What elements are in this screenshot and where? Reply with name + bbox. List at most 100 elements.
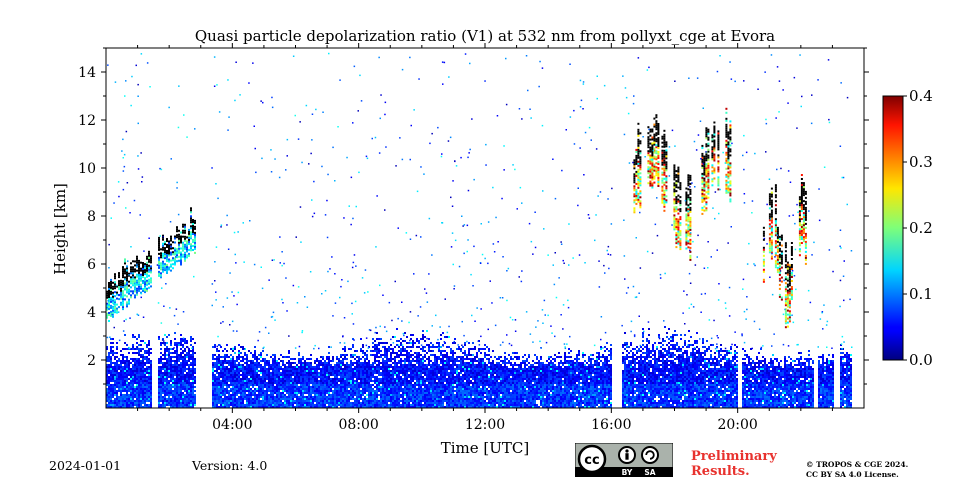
boundary-layer-cell [116,348,118,350]
boundary-layer-cell [468,402,470,404]
boundary-layer-cell [394,398,396,400]
boundary-layer-cell [506,398,508,400]
boundary-layer-cell [352,382,354,384]
boundary-layer-cell [312,370,314,372]
boundary-layer-cell [496,406,498,408]
boundary-layer-cell [396,406,398,408]
boundary-layer-cell [284,368,286,370]
boundary-layer-cell [386,394,388,396]
boundary-layer-cell [138,404,140,406]
boundary-layer-cell [134,336,136,338]
boundary-layer-cell [400,370,402,372]
boundary-layer-cell [434,374,436,376]
boundary-layer-cell [278,402,280,404]
boundary-layer-cell [498,388,500,390]
boundary-layer-cell [290,382,292,384]
boundary-layer-cell [158,394,160,396]
boundary-layer-cell [252,392,254,394]
boundary-layer-cell [412,390,414,392]
boundary-layer-cell [304,386,306,388]
boundary-layer-cell [388,392,390,394]
boundary-layer-cell [426,372,428,374]
boundary-layer-cell [110,356,112,358]
boundary-layer-cell [114,400,116,402]
boundary-layer-cell [452,354,454,356]
boundary-layer-cell [476,366,478,368]
boundary-layer-cell [244,378,246,380]
boundary-layer-cell [184,388,186,390]
boundary-layer-cell [242,386,244,388]
boundary-layer-cell [358,360,360,362]
boundary-layer-cell [264,406,266,408]
boundary-layer-cell [462,360,464,362]
boundary-layer-cell [252,356,254,358]
boundary-layer-cell [336,404,338,406]
boundary-layer-cell [142,406,144,408]
boundary-layer-cell [216,394,218,396]
boundary-layer-cell [442,350,444,352]
boundary-layer-cell [486,358,488,360]
boundary-layer-cell [440,382,442,384]
boundary-layer-cell [464,364,466,366]
boundary-layer-cell [332,370,334,372]
boundary-layer-cell [486,390,488,392]
boundary-layer-cell [434,394,436,396]
boundary-layer-cell [496,368,498,370]
boundary-layer-cell [378,384,380,386]
boundary-layer-cell [262,392,264,394]
boundary-layer-cell [434,356,436,358]
boundary-layer-cell [120,400,122,402]
boundary-layer-cell [356,380,358,382]
boundary-layer-cell [230,394,232,396]
boundary-layer-cell [288,392,290,394]
boundary-layer-cell [194,364,196,366]
boundary-layer-cell [258,396,260,398]
boundary-layer-cell [398,350,400,352]
boundary-layer-cell [344,366,346,368]
boundary-layer-cell [140,388,142,390]
boundary-layer-cell [144,358,146,360]
boundary-layer-cell [214,400,216,402]
boundary-layer-cell [106,356,108,358]
boundary-layer-cell [252,404,254,406]
boundary-layer-cell [370,386,372,388]
boundary-layer-cell [140,340,142,342]
boundary-layer-cell [256,374,258,376]
boundary-layer-cell [158,400,160,402]
boundary-layer-cell [326,372,328,374]
boundary-layer-cell [472,358,474,360]
boundary-layer-cell [172,390,174,392]
boundary-layer-cell [242,398,244,400]
boundary-layer-cell [116,378,118,380]
boundary-layer-cell [408,392,410,394]
boundary-layer-cell [330,402,332,404]
boundary-layer-cell [490,388,492,390]
boundary-layer-cell [144,350,146,352]
boundary-layer-cell [272,402,274,404]
boundary-layer-cell [418,390,420,392]
boundary-layer-cell [240,396,242,398]
boundary-layer-cell [166,402,168,404]
boundary-layer-cell [134,348,136,350]
boundary-layer-cell [340,368,342,370]
boundary-layer-cell [508,368,510,370]
boundary-layer-cell [420,374,422,376]
boundary-layer-cell [140,404,142,406]
boundary-layer-cell [112,352,114,354]
boundary-layer-cell [246,354,248,356]
boundary-layer-cell [340,360,342,362]
boundary-layer-cell [428,384,430,386]
boundary-layer-cell [326,392,328,394]
boundary-layer-cell [144,376,146,378]
boundary-layer-cell [328,352,330,354]
boundary-layer-cell [300,366,302,368]
boundary-layer-cell [496,384,498,386]
boundary-layer-cell [274,354,276,356]
boundary-layer-cell [490,378,492,380]
boundary-layer-cell [440,378,442,380]
boundary-layer-cell [464,358,466,360]
boundary-layer-cell [318,382,320,384]
boundary-layer-cell [408,396,410,398]
boundary-layer-cell [478,380,480,382]
boundary-layer-cell [438,358,440,360]
